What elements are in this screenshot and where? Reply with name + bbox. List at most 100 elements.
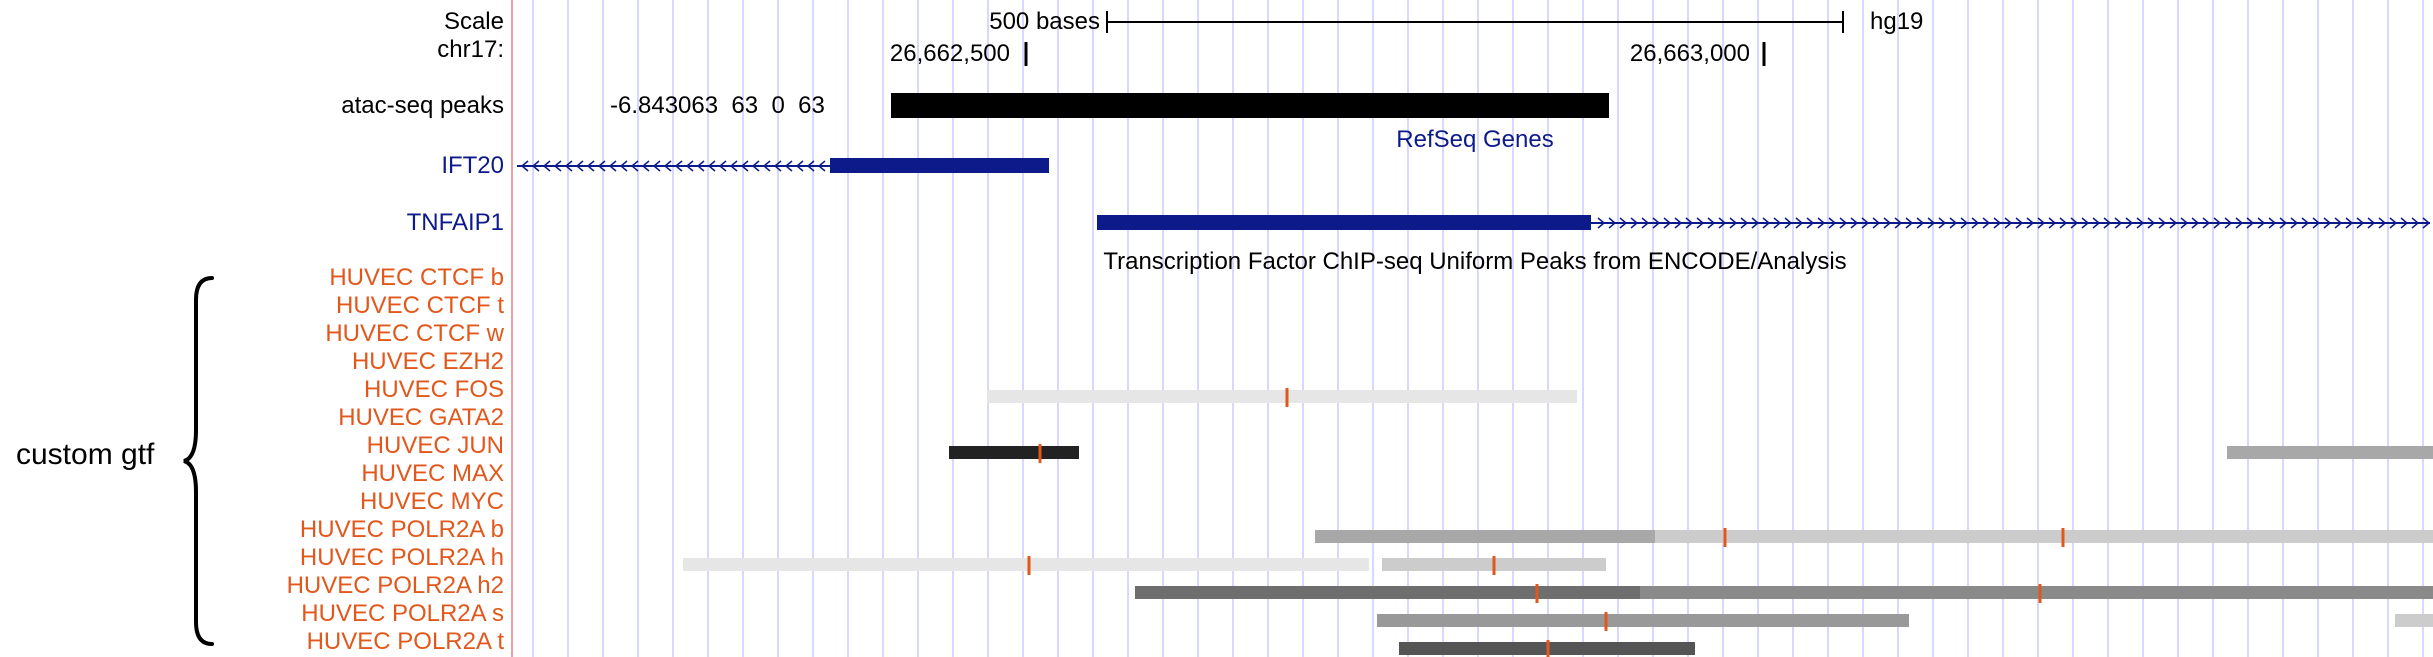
strand-arrow <box>2092 217 2101 229</box>
strand-arrow <box>553 160 562 172</box>
strand-arrow <box>1883 217 1892 229</box>
strand-arrow <box>1685 217 1694 229</box>
strand-arrow <box>729 160 738 172</box>
track-label-huvec-gata2[interactable]: HUVEC GATA2 <box>338 404 504 431</box>
strand-arrow <box>2411 217 2420 229</box>
track-label-huvec-ctcf-b[interactable]: HUVEC CTCF b <box>329 264 504 291</box>
track-label-tnfaip1[interactable]: TNFAIP1 <box>406 209 504 236</box>
strand-arrow <box>1718 217 1727 229</box>
strand-arrow <box>2345 217 2354 229</box>
strand-arrow <box>2290 217 2299 229</box>
strand-arrow <box>795 160 804 172</box>
strand-arrow <box>2081 217 2090 229</box>
strand-arrow <box>2235 217 2244 229</box>
strand-arrow <box>696 160 705 172</box>
strand-arrow <box>2312 217 2321 229</box>
tnfaip1-exon <box>1097 215 1591 230</box>
track-label-atac-seq-peaks[interactable]: atac-seq peaks <box>341 92 504 119</box>
strand-arrow <box>2037 217 2046 229</box>
strand-arrow <box>1784 217 1793 229</box>
strand-arrow <box>1894 217 1903 229</box>
strand-arrow <box>586 160 595 172</box>
strand-arrow <box>2125 217 2134 229</box>
strand-arrow <box>707 160 716 172</box>
atac-score-text: -6.843063 63 0 63 <box>610 92 825 119</box>
strand-arrow <box>2147 217 2156 229</box>
strand-arrow <box>2334 217 2343 229</box>
strand-arrow <box>2048 217 2057 229</box>
strand-arrow <box>1960 217 1969 229</box>
strand-arrow <box>641 160 650 172</box>
strand-arrow <box>1795 217 1804 229</box>
strand-arrow <box>1696 217 1705 229</box>
track-label-huvec-polr2a-b[interactable]: HUVEC POLR2A b <box>299 516 504 543</box>
strand-arrow <box>685 160 694 172</box>
tfbs-peak-bar <box>1377 614 1909 627</box>
strand-arrow <box>1597 217 1606 229</box>
strand-arrow <box>1949 217 1958 229</box>
strand-arrow <box>1938 217 1947 229</box>
strand-arrow <box>2389 217 2398 229</box>
strand-arrow <box>751 160 760 172</box>
refseq-title: RefSeq Genes <box>1396 126 1554 153</box>
strand-arrow <box>806 160 815 172</box>
strand-arrow <box>2202 217 2211 229</box>
track-label-huvec-jun[interactable]: HUVEC JUN <box>366 432 504 459</box>
track-label-huvec-max[interactable]: HUVEC MAX <box>361 460 504 487</box>
position-label-2: 26,663,000 <box>1629 40 1750 67</box>
track-label-huvec-ctcf-w[interactable]: HUVEC CTCF w <box>325 320 504 347</box>
strand-arrow <box>1773 217 1782 229</box>
track-label-ift20[interactable]: IFT20 <box>441 152 504 179</box>
strand-arrow <box>652 160 661 172</box>
strand-arrow <box>2257 217 2266 229</box>
strand-arrow <box>1740 217 1749 229</box>
strand-arrow <box>1861 217 1870 229</box>
track-label-huvec-ezh2[interactable]: HUVEC EZH2 <box>351 348 504 375</box>
strand-arrow <box>674 160 683 172</box>
tfbs-peak-bar <box>1640 586 2433 599</box>
strand-arrow <box>2136 217 2145 229</box>
strand-arrow <box>1971 217 1980 229</box>
strand-arrow <box>597 160 606 172</box>
strand-arrow <box>2015 217 2024 229</box>
strand-arrow <box>2103 217 2112 229</box>
track-label-huvec-fos[interactable]: HUVEC FOS <box>363 376 504 403</box>
strand-arrow <box>1652 217 1661 229</box>
strand-arrow <box>608 160 617 172</box>
track-label-huvec-polr2a-h2[interactable]: HUVEC POLR2A h2 <box>286 572 504 599</box>
group-label-custom-gtf: custom gtf <box>16 438 155 471</box>
tfbs-peak-bar <box>987 390 1577 403</box>
strand-arrow <box>740 160 749 172</box>
strand-arrow <box>630 160 639 172</box>
atac-peak-bar <box>891 93 1609 118</box>
track-label-huvec-polr2a-s[interactable]: HUVEC POLR2A s <box>301 600 504 627</box>
tfbs-peak-bar <box>1315 530 1655 543</box>
strand-arrow <box>2422 217 2431 229</box>
track-label-huvec-ctcf-t[interactable]: HUVEC CTCF t <box>336 292 504 319</box>
strand-arrow <box>2301 217 2310 229</box>
strand-arrow <box>718 160 727 172</box>
strand-arrow <box>1729 217 1738 229</box>
strand-arrow <box>2224 217 2233 229</box>
tfbs-title: Transcription Factor ChIP-seq Uniform Pe… <box>1103 248 1847 275</box>
tfbs-peak-bar <box>1655 530 2433 543</box>
strand-arrow <box>2180 217 2189 229</box>
strand-arrow <box>663 160 672 172</box>
strand-arrow <box>2268 217 2277 229</box>
track-label-huvec-polr2a-h[interactable]: HUVEC POLR2A h <box>299 544 504 571</box>
strand-arrow <box>2026 217 2035 229</box>
track-label-huvec-polr2a-t[interactable]: HUVEC POLR2A t <box>306 628 504 655</box>
tfbs-peak-bar <box>2227 446 2433 459</box>
strand-arrow <box>1641 217 1650 229</box>
strand-arrow <box>2246 217 2255 229</box>
strand-arrow <box>2400 217 2409 229</box>
track-label-huvec-myc[interactable]: HUVEC MYC <box>359 488 504 515</box>
strand-arrow <box>2367 217 2376 229</box>
strand-arrow <box>2070 217 2079 229</box>
strand-arrow <box>542 160 551 172</box>
strand-arrow <box>1850 217 1859 229</box>
strand-arrow <box>2378 217 2387 229</box>
strand-arrow <box>1674 217 1683 229</box>
